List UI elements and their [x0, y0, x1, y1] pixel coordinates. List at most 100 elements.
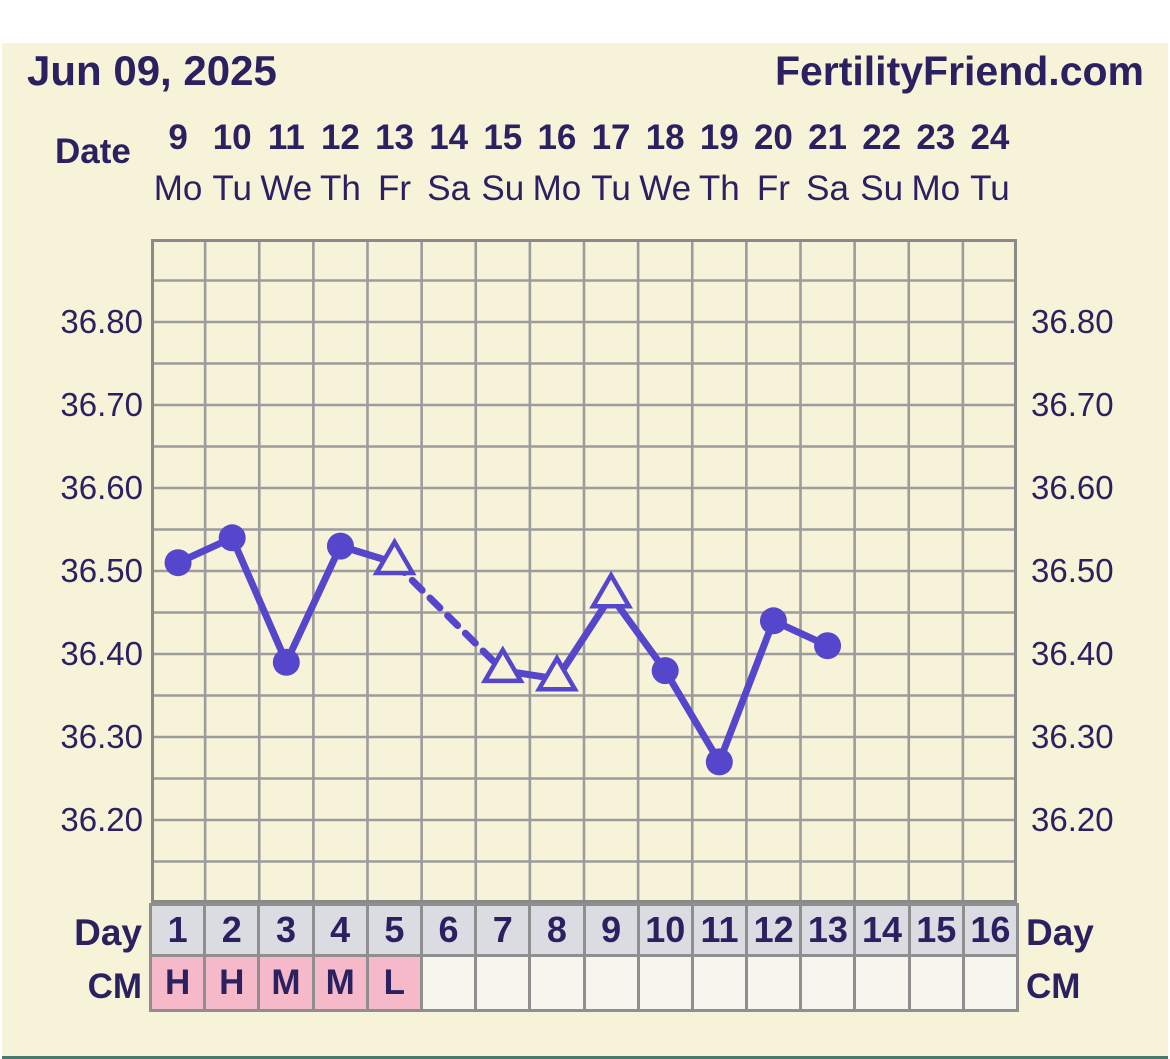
cm-cell — [748, 957, 803, 1009]
temp-tick-left: 36.60 — [60, 469, 143, 506]
cm-cell — [422, 957, 478, 1009]
temp-tick-right: 36.60 — [1031, 469, 1114, 506]
date-tick: 10 — [212, 118, 252, 157]
temp-tick-right: 36.70 — [1031, 386, 1114, 423]
day-cell: 14 — [856, 906, 911, 954]
panel-bottom-edge — [2, 1056, 1168, 1059]
day-cell: 9 — [585, 906, 640, 954]
date-tick: 18 — [645, 118, 685, 157]
weekday-tick: Su — [860, 169, 904, 208]
day-cell: 3 — [260, 906, 315, 954]
date-tick: 19 — [699, 118, 739, 157]
bbt-point-triangle — [589, 570, 633, 609]
weekday-tick: Th — [320, 169, 361, 208]
day-cell: 4 — [314, 906, 369, 954]
day-row-label-left: Day — [74, 912, 142, 953]
weekday-tick: We — [639, 169, 692, 208]
temp-tick-left: 36.20 — [60, 801, 143, 838]
cycle-day-row: 1 2 3 4 5 6 7 8 9 10 11 12 13 14 15 16 — [149, 903, 1019, 957]
date-tick: 23 — [916, 118, 956, 157]
weekday-tick: Mo — [532, 169, 582, 208]
date-tick: 21 — [808, 118, 848, 157]
date-tick: 22 — [862, 118, 902, 157]
temp-tick-left: 36.80 — [60, 303, 143, 340]
day-cell: 12 — [748, 906, 803, 954]
temp-tick-left: 36.70 — [60, 386, 143, 423]
temp-tick-right: 36.50 — [1031, 552, 1114, 589]
weekday-tick: Fr — [378, 169, 412, 208]
date-tick: 13 — [375, 118, 415, 157]
weekday-tick: Mo — [153, 169, 203, 208]
temp-tick-left: 36.40 — [60, 635, 143, 672]
plot-border — [151, 239, 1017, 903]
day-cell: 5 — [368, 906, 423, 954]
weekday-tick: Th — [698, 169, 740, 208]
weekday-tick: Tu — [970, 169, 1010, 208]
temp-tick-right: 36.80 — [1031, 303, 1114, 340]
site-link[interactable]: FertilityFriend.com — [774, 48, 1144, 94]
bbt-segment — [282, 542, 344, 666]
cm-cell — [910, 957, 965, 1009]
cm-cell — [531, 957, 586, 1009]
day-cell: 8 — [531, 906, 586, 954]
cm-cell: L — [368, 957, 423, 1009]
day-row-label-right: Day — [1026, 912, 1094, 953]
day-cell: 2 — [206, 906, 261, 954]
date-tick: 14 — [429, 118, 469, 157]
chart-date-title: Jun 09, 2025 — [27, 47, 277, 94]
cm-cell — [693, 957, 749, 1009]
bbt-point-circle — [705, 748, 733, 776]
cm-cell: H — [206, 957, 261, 1009]
cm-cell: M — [260, 957, 315, 1009]
bbt-plot — [151, 239, 1017, 903]
bbt-segment-dashed — [391, 559, 507, 675]
day-cell: 6 — [422, 906, 478, 954]
day-cell: 1 — [152, 906, 207, 954]
bbt-segment — [661, 667, 723, 766]
cm-cell — [639, 957, 694, 1009]
date-tick: 9 — [168, 118, 188, 157]
day-cell: 15 — [910, 906, 965, 954]
date-tick: 15 — [483, 118, 523, 157]
bbt-segment — [553, 592, 615, 683]
date-tick: 24 — [970, 118, 1010, 157]
weekday-tick: Tu — [212, 169, 252, 208]
weekday-tick: Tu — [591, 169, 631, 208]
weekday-tick: Su — [481, 169, 525, 208]
date-tick: 20 — [753, 118, 793, 157]
temp-tick-right: 36.30 — [1031, 718, 1114, 755]
temp-tick-left: 36.30 — [60, 718, 143, 755]
cm-cell — [856, 957, 911, 1009]
day-cell: 13 — [802, 906, 857, 954]
temp-tick-right: 36.20 — [1031, 801, 1114, 838]
cm-cell — [964, 957, 1019, 1009]
temp-tick-left: 36.50 — [60, 552, 143, 589]
weekday-tick: Sa — [806, 169, 849, 208]
cm-cell — [802, 957, 857, 1009]
date-tick: 11 — [267, 118, 305, 157]
bbt-point-circle — [759, 607, 787, 635]
date-axis-label: Date — [55, 132, 131, 171]
date-tick: 16 — [537, 118, 577, 157]
weekday-tick: Sa — [427, 169, 471, 208]
day-cell: 11 — [693, 906, 749, 954]
bbt-segment — [715, 617, 777, 766]
bbt-point-circle — [272, 648, 300, 676]
bbt-point-circle — [814, 632, 842, 660]
bbt-point-triangle — [535, 653, 579, 692]
bbt-point-circle — [651, 657, 679, 685]
day-cell: 16 — [964, 906, 1019, 954]
cm-cell — [477, 957, 532, 1009]
day-cell: 10 — [639, 906, 694, 954]
cm-cell: M — [314, 957, 369, 1009]
bbt-point-circle — [164, 549, 192, 577]
day-cell: 7 — [477, 906, 532, 954]
bbt-point-circle — [326, 532, 354, 560]
weekday-tick: Fr — [756, 169, 790, 208]
cm-cell: H — [152, 957, 207, 1009]
weekday-tick: Mo — [911, 169, 961, 208]
date-tick: 12 — [320, 118, 360, 157]
cm-row-label-left: CM — [87, 967, 142, 1006]
